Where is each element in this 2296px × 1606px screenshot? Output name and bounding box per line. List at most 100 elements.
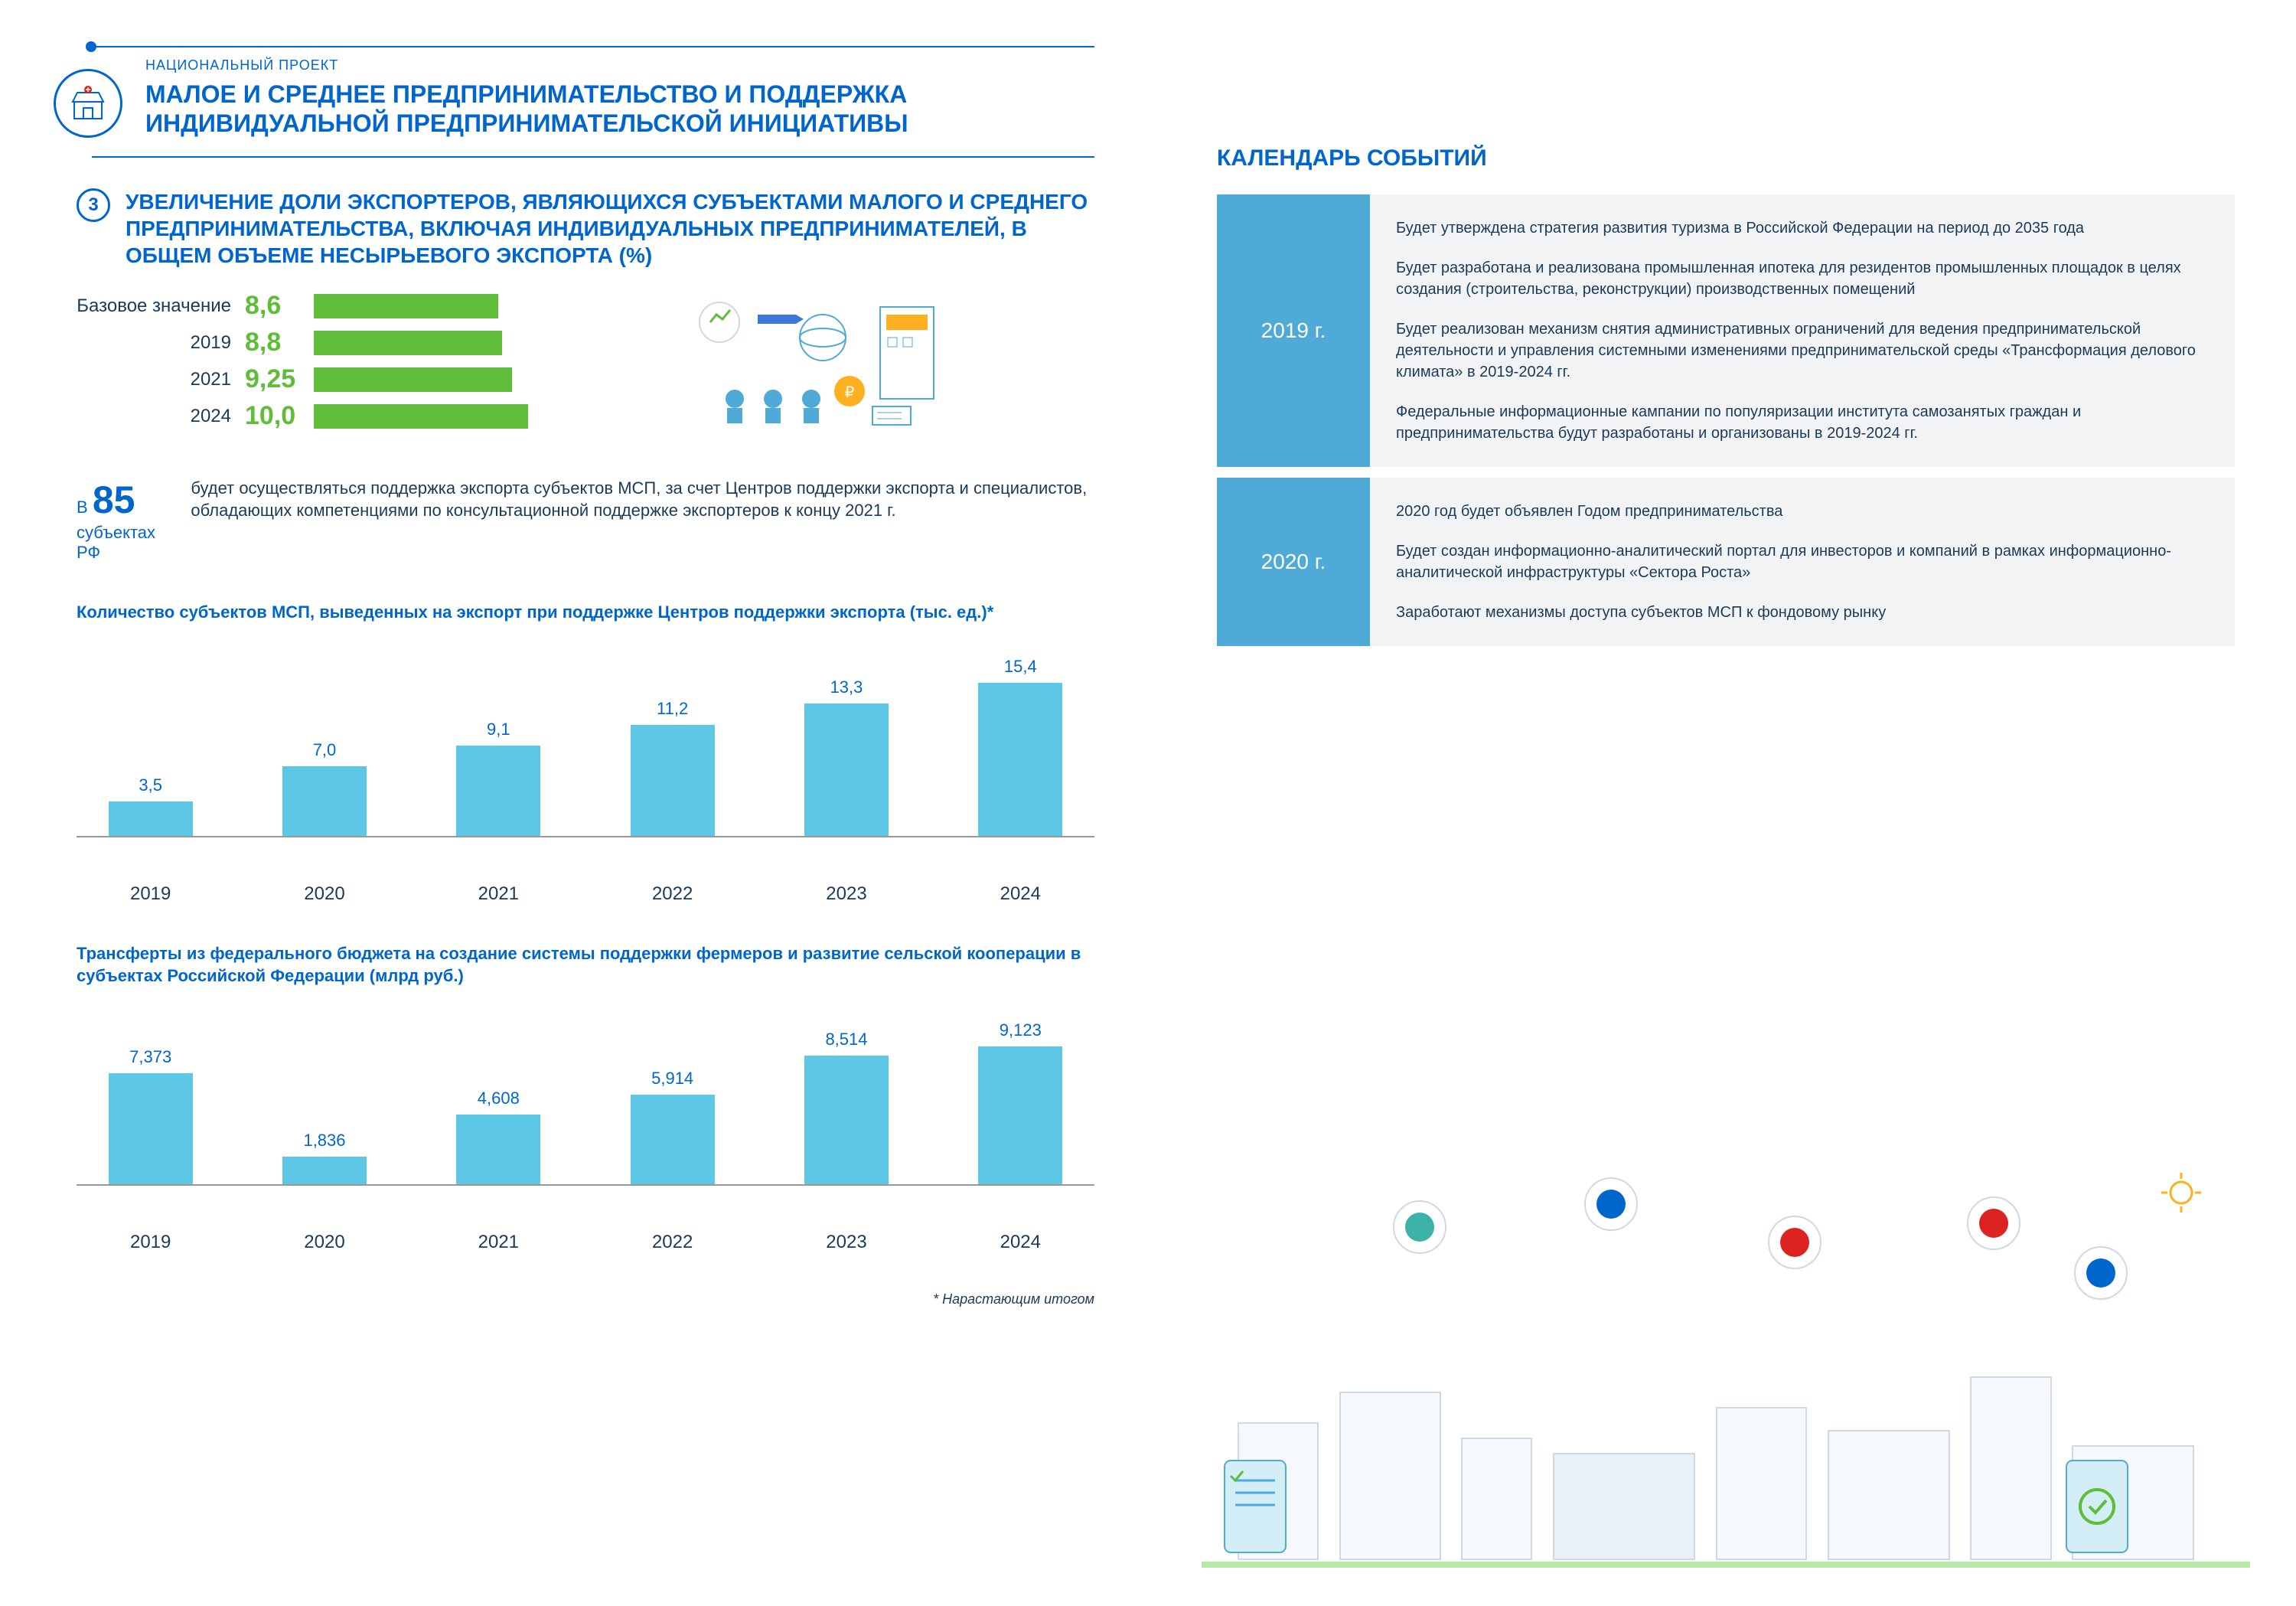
bar-rect xyxy=(282,1157,367,1184)
calendar-year: 2019 г. xyxy=(1217,194,1370,467)
bar-value: 7,0 xyxy=(313,740,337,760)
calendar-item: Будет реализован механизм снятия админис… xyxy=(1396,318,2209,383)
bar-xlabel: 2019 xyxy=(77,1232,224,1253)
calendar-title: КАЛЕНДАРЬ СОБЫТИЙ xyxy=(1217,145,2235,171)
bar-xlabel: 2022 xyxy=(598,1232,746,1253)
bar-rect xyxy=(978,683,1062,836)
header-eyebrow: НАЦИОНАЛЬНЫЙ ПРОЕКТ xyxy=(145,57,1094,73)
bar-column: 3,5 xyxy=(77,775,224,836)
bar-value: 4,608 xyxy=(478,1089,520,1108)
hbar-bar xyxy=(314,367,512,392)
svg-text:₽: ₽ xyxy=(845,384,855,401)
calendar-item: Будет разработана и реализована промышле… xyxy=(1396,257,2209,300)
calendar-body: Будет утверждена стратегия развития тури… xyxy=(1370,194,2235,467)
hbar-label: 2021 xyxy=(77,369,245,390)
chart1: 3,5 7,0 9,1 11,2 13,3 15,4 xyxy=(77,638,1094,837)
bar-rect xyxy=(109,801,193,836)
bar-xlabel: 2020 xyxy=(250,883,398,905)
bar-value: 11,2 xyxy=(657,699,688,719)
illustration-bubble-icon xyxy=(1584,1177,1638,1231)
scroll-icon xyxy=(1209,1453,1301,1568)
header-title: МАЛОЕ И СРЕДНЕЕ ПРЕДПРИНИМАТЕЛЬСТВО И ПО… xyxy=(145,80,1094,139)
bar-rect xyxy=(282,766,367,836)
hbar-row: 202410,0 xyxy=(77,402,528,431)
bar-rect xyxy=(456,1115,540,1184)
store-icon xyxy=(54,69,122,138)
bar-xlabel: 2023 xyxy=(772,883,920,905)
sun-icon xyxy=(2158,1170,2204,1216)
bar-xlabel: 2024 xyxy=(947,1232,1094,1253)
hbar-row: 20198,8 xyxy=(77,328,528,357)
calendar-item: 2020 год будет объявлен Годом предприним… xyxy=(1396,501,2209,522)
calendar-item: Будет создан информационно-аналитический… xyxy=(1396,540,2209,583)
hbar-row: Базовое значение8,6 xyxy=(77,292,528,321)
bar-column: 13,3 xyxy=(772,677,920,836)
bar-column: 7,0 xyxy=(250,740,398,836)
bar-xlabel: 2024 xyxy=(947,883,1094,905)
bar-value: 1,836 xyxy=(303,1131,345,1151)
bar-value: 8,514 xyxy=(825,1030,867,1049)
bar-column: 4,608 xyxy=(425,1089,572,1184)
bar-column: 1,836 xyxy=(250,1131,398,1184)
calendar: 2019 г. Будет утверждена стратегия развит… xyxy=(1217,194,2235,646)
header: НАЦИОНАЛЬНЫЙ ПРОЕКТ МАЛОЕ И СРЕДНЕЕ ПРЕД… xyxy=(77,46,1094,150)
calendar-block: 2020 г. 2020 год будет объявлен Годом пре… xyxy=(1217,478,2235,646)
bar-value: 3,5 xyxy=(139,775,162,795)
hbar-value: 8,6 xyxy=(245,291,314,321)
bar-column: 9,1 xyxy=(425,720,572,836)
bar-xlabel: 2019 xyxy=(77,883,224,905)
bar-column: 15,4 xyxy=(947,657,1094,836)
chart2-title: Трансферты из федерального бюджета на со… xyxy=(77,943,1094,987)
bar-rect xyxy=(804,703,889,836)
bar-column: 9,123 xyxy=(947,1020,1094,1184)
hbar-bar xyxy=(314,331,502,355)
bar-xlabel: 2021 xyxy=(425,1232,572,1253)
bar-value: 7,373 xyxy=(129,1047,171,1067)
bar-column: 7,373 xyxy=(77,1047,224,1184)
bar-rect xyxy=(456,746,540,836)
hbar-value: 9,25 xyxy=(245,364,314,394)
illustration-bubble-icon xyxy=(1967,1196,2020,1250)
section-number: 3 xyxy=(77,188,110,222)
section-title: 3 УВЕЛИЧЕНИЕ ДОЛИ ЭКСПОРТЕРОВ, ЯВЛЯЮЩИХС… xyxy=(77,188,1094,269)
hbar-label: 2024 xyxy=(77,406,245,427)
hbar-row: 20219,25 xyxy=(77,365,528,394)
bar-rect xyxy=(109,1073,193,1184)
bar-xlabel: 2022 xyxy=(598,883,746,905)
bar-value: 13,3 xyxy=(830,677,863,697)
bar-value: 9,1 xyxy=(487,720,510,739)
hbar-label: Базовое значение xyxy=(77,295,245,317)
hbar-value: 10,0 xyxy=(245,401,314,431)
calendar-item: Федеральные информационные кампании по п… xyxy=(1396,401,2209,444)
bar-xlabel: 2023 xyxy=(772,1232,920,1253)
bar-column: 5,914 xyxy=(598,1069,746,1184)
callout-badge: В 85 субъектах РФ xyxy=(77,477,172,563)
callout-text: будет осуществляться поддержка экспорта … xyxy=(191,477,1094,563)
calendar-item: Будет утверждена стратегия развития тури… xyxy=(1396,217,2209,239)
hbar-bar xyxy=(314,404,528,429)
horizontal-bar-chart: Базовое значение8,620198,820219,25202410… xyxy=(77,292,1094,439)
bar-rect xyxy=(631,1095,715,1184)
hbar-label: 2019 xyxy=(77,332,245,354)
hbar-value: 8,8 xyxy=(245,328,314,357)
bar-xlabel: 2020 xyxy=(250,1232,398,1253)
scroll-icon xyxy=(2051,1453,2143,1568)
calendar-year: 2020 г. xyxy=(1217,478,1370,646)
illustration-bubble-icon xyxy=(1393,1200,1446,1254)
bar-rect xyxy=(804,1056,889,1184)
illustration-bubble-icon xyxy=(2074,1246,2128,1300)
calendar-item: Заработают механизмы доступа субъектов М… xyxy=(1396,602,2209,623)
chart1-title: Количество субъектов МСП, выведенных на … xyxy=(77,602,1094,624)
footnote: * Нарастающим итогом xyxy=(77,1291,1094,1307)
bar-rect xyxy=(631,725,715,836)
hbar-bar xyxy=(314,294,498,318)
bar-value: 15,4 xyxy=(1004,657,1037,677)
calendar-block: 2019 г. Будет утверждена стратегия развит… xyxy=(1217,194,2235,467)
export-illustration: ₽ xyxy=(559,292,1094,429)
illustration-bubble-icon xyxy=(1768,1216,1821,1269)
city-illustration xyxy=(1217,1193,2235,1560)
bar-value: 5,914 xyxy=(651,1069,693,1089)
calendar-body: 2020 год будет объявлен Годом предприним… xyxy=(1370,478,2235,646)
section-title-text: УВЕЛИЧЕНИЕ ДОЛИ ЭКСПОРТЕРОВ, ЯВЛЯЮЩИХСЯ … xyxy=(126,188,1094,269)
bar-xlabel: 2021 xyxy=(425,883,572,905)
